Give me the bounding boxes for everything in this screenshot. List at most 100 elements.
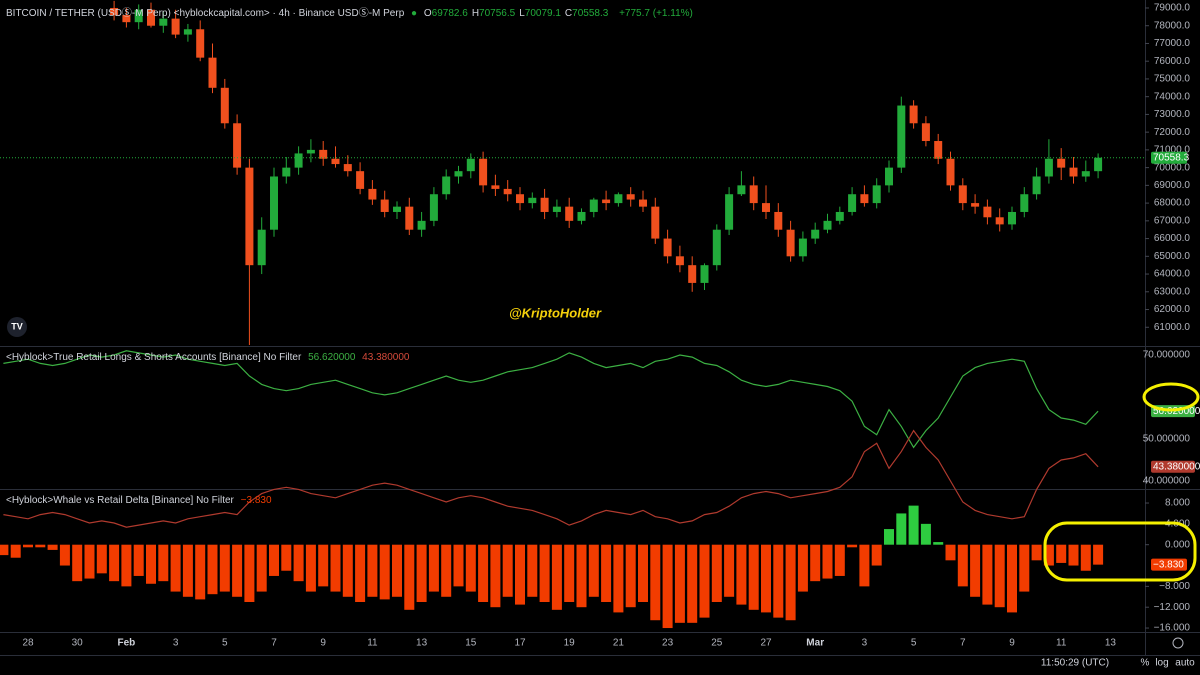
candle-body [429, 194, 438, 221]
y-tick-label: 75000.0 [1154, 74, 1191, 85]
bar [1056, 544, 1067, 563]
y-tick-label: −8.000 [1159, 581, 1190, 592]
change: +775.7 (+1.11%) [619, 8, 693, 19]
candle-body [798, 238, 807, 257]
candle-body [897, 105, 906, 168]
bar [933, 542, 944, 545]
bar [859, 544, 870, 587]
y-tick-label: 64000.0 [1154, 269, 1191, 280]
candle-body [159, 18, 168, 26]
candle-body [1069, 167, 1078, 177]
y-tick-label: 72000.0 [1154, 127, 1191, 138]
x-tick-label: 25 [711, 638, 723, 649]
bar [428, 544, 439, 592]
candle-body [552, 206, 561, 212]
bar [601, 544, 612, 602]
bar [355, 544, 366, 602]
ohlc: O69782.6 H70756.5 L70079.1 C70558.3 [424, 8, 612, 19]
y-tick-label: 40.000000 [1143, 476, 1191, 487]
y-tick-label: 77000.0 [1154, 38, 1191, 49]
header-legend: BITCOIN / TETHER (USDⓈ-M Perp) <hyblockc… [6, 4, 697, 19]
legend-value: −3.830 [240, 495, 272, 506]
candle-body [368, 188, 377, 200]
svg-text:TV: TV [11, 321, 23, 331]
price-badge-label: 43.380000 [1153, 461, 1200, 472]
bar [10, 544, 21, 558]
bar [1093, 544, 1104, 565]
tv-logo: TV [7, 317, 27, 337]
auto-toggle[interactable]: auto [1175, 658, 1195, 669]
candle-body [565, 206, 574, 221]
bar [146, 544, 156, 584]
candle-body [909, 105, 918, 124]
candle-body [626, 194, 635, 200]
candle-body [516, 194, 524, 204]
bar [416, 544, 427, 602]
settings-icon[interactable] [1172, 637, 1184, 649]
candle-body [270, 176, 278, 230]
candle-body [380, 199, 389, 212]
y-tick-label: 0.000 [1165, 539, 1190, 550]
bar [834, 544, 845, 576]
ohlc-value: 69782.6 [431, 8, 468, 19]
bar [59, 544, 70, 566]
candle-body [725, 194, 734, 230]
bar [269, 544, 279, 576]
bar [158, 544, 169, 582]
candle-body [540, 197, 549, 212]
candle-body [331, 158, 340, 165]
bar [23, 544, 33, 548]
bar [1068, 544, 1079, 566]
candle-body [885, 167, 893, 186]
percent-toggle[interactable]: % [1141, 658, 1150, 669]
watermark: @KriptoHolder [509, 305, 602, 320]
bar [305, 544, 316, 592]
y-tick-label: 66000.0 [1154, 233, 1191, 244]
symbol-title: BITCOIN / TETHER (USDⓈ-M Perp) <hyblockc… [6, 8, 405, 19]
highlight-ellipse [1142, 382, 1200, 412]
legend-value: 56.620000 [308, 352, 356, 363]
candle-body [749, 185, 758, 204]
y-tick-label: 67000.0 [1154, 215, 1191, 226]
candle-body [208, 57, 217, 88]
candle-body [614, 194, 623, 204]
status-dot: ● [411, 8, 418, 19]
x-tick-label: 9 [1009, 638, 1015, 649]
candle-body [860, 194, 869, 204]
bar [674, 544, 685, 623]
x-tick-label: 19 [564, 638, 576, 649]
candle-body [811, 229, 820, 239]
ohlc-value: 70558.3 [572, 8, 609, 19]
candle-body [872, 185, 881, 204]
x-tick-label: 23 [662, 638, 674, 649]
y-tick-label: 68000.0 [1154, 198, 1191, 209]
bar [564, 544, 575, 602]
bar [613, 544, 624, 613]
price-badge [1151, 558, 1187, 571]
bar [133, 544, 144, 576]
ohlc-label: H [471, 8, 480, 19]
candle-body [602, 199, 611, 204]
bar [970, 544, 981, 597]
candle-body [639, 199, 647, 207]
candle-body [417, 220, 426, 230]
bar [367, 544, 378, 597]
bar [1043, 544, 1054, 566]
ohlc-label: L [519, 8, 525, 19]
candle-body [503, 188, 512, 195]
candle-body [356, 171, 365, 189]
candle-body [934, 141, 943, 159]
x-tick-label: 30 [72, 638, 84, 649]
candle-body [700, 265, 709, 283]
y-tick-label: −16.000 [1154, 623, 1191, 634]
bar [256, 544, 267, 592]
log-toggle[interactable]: log [1155, 658, 1168, 669]
candle-body [183, 29, 192, 35]
bar [797, 544, 808, 592]
bar [699, 544, 710, 618]
candle-body [651, 206, 660, 239]
bar [72, 544, 83, 582]
bar [96, 544, 107, 574]
bar [527, 544, 538, 597]
x-tick-label: 27 [760, 638, 772, 649]
